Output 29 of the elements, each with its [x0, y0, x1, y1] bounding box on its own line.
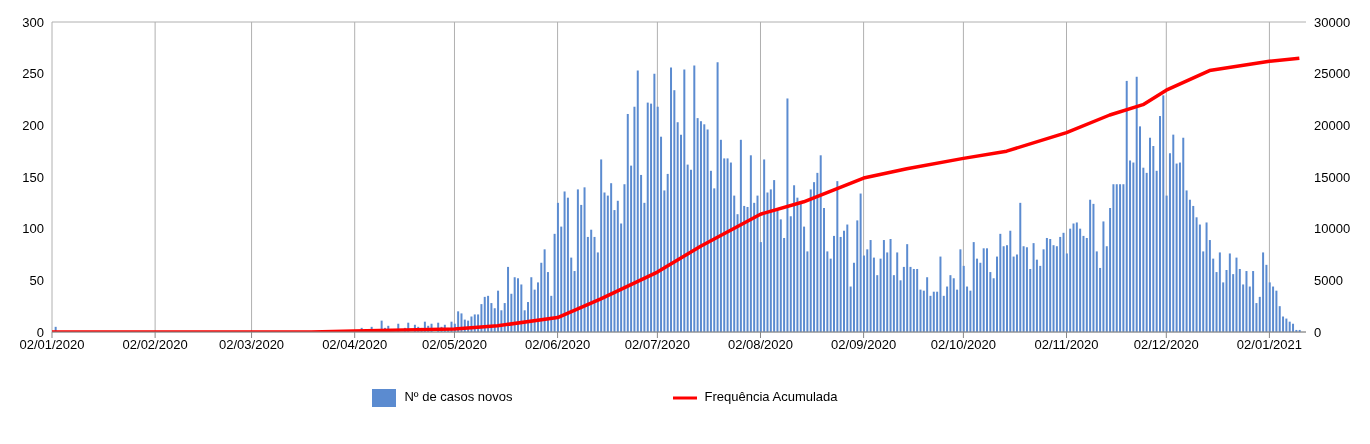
- x-tick-label: 02/01/2021: [1236, 337, 1302, 353]
- legend-label: Frequência Acumulada: [704, 389, 838, 405]
- legend-label: Nº de casos novos: [404, 389, 513, 405]
- x-tick-label: 02/03/2020: [219, 337, 285, 353]
- x-tick-label: 02/10/2020: [930, 337, 996, 353]
- x-tick-label: 02/11/2020: [1034, 337, 1099, 353]
- x-tick-label: 02/06/2020: [525, 337, 591, 353]
- y2-tick-label: 10000: [1314, 221, 1351, 237]
- x-tick-label: 02/04/2020: [322, 337, 388, 353]
- x-tick-label: 02/07/2020: [624, 337, 690, 353]
- y-tick-label: 150: [22, 169, 44, 185]
- x-tick-label: 02/12/2020: [1133, 337, 1199, 353]
- y-tick-label: 0: [36, 324, 44, 340]
- y2-tick-label: 5000: [1314, 272, 1343, 288]
- x-tick-label: 02/08/2020: [727, 337, 794, 353]
- y2-tick-label: 30000: [1314, 14, 1351, 30]
- y-tick-label: 200: [22, 117, 44, 133]
- x-tick-label: 02/02/2020: [122, 337, 188, 353]
- y2-tick-label: 0: [1314, 324, 1322, 340]
- x-tick-label: 02/09/2020: [831, 337, 897, 353]
- y-tick-label: 250: [22, 66, 44, 82]
- y-tick-label: 100: [22, 221, 44, 237]
- y-tick-label: 300: [22, 14, 44, 30]
- x-tick-label: 02/05/2020: [421, 337, 488, 353]
- x-tick-label: 02/01/2020: [19, 337, 85, 353]
- y2-tick-label: 25000: [1314, 66, 1351, 82]
- y2-tick-label: 15000: [1314, 169, 1351, 185]
- y-tick-label: 50: [29, 272, 44, 288]
- y2-tick-label: 20000: [1314, 117, 1351, 133]
